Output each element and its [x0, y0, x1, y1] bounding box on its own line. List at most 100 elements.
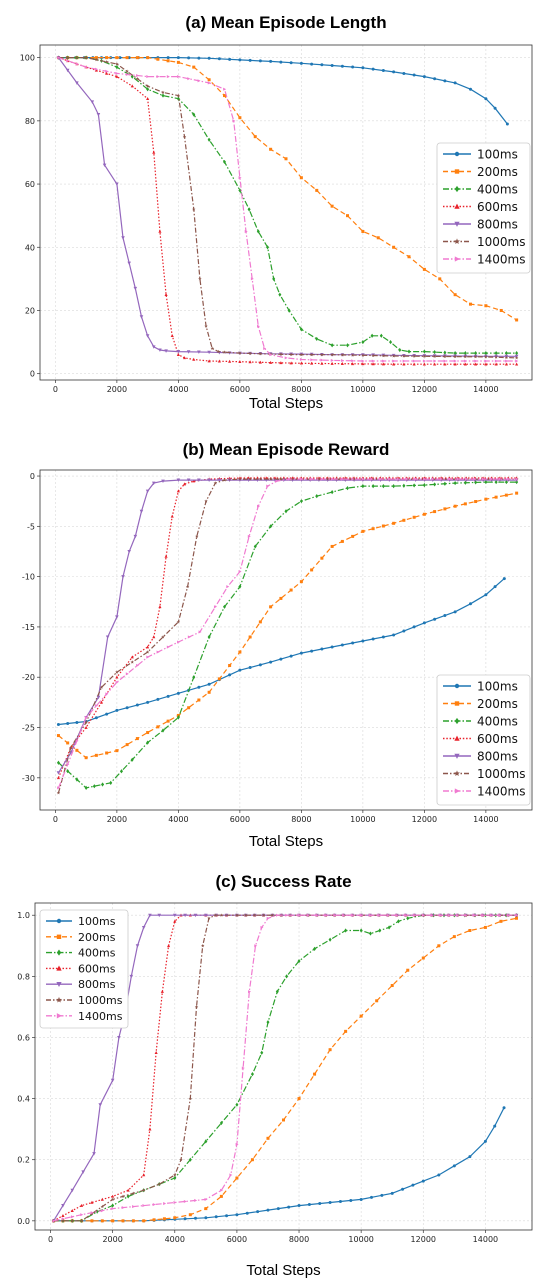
data-point-1400ms [156, 650, 160, 654]
data-point-1400ms [455, 913, 459, 917]
data-point-600ms [192, 357, 196, 361]
data-point-100ms [207, 682, 211, 686]
data-point-1400ms [498, 913, 502, 917]
data-point-200ms [515, 491, 519, 495]
data-point-1000ms [244, 913, 248, 917]
data-point-200ms [188, 1213, 192, 1217]
data-point-1400ms [423, 477, 427, 481]
x-tick-label: 8000 [291, 385, 311, 394]
data-point-100ms [421, 1179, 425, 1183]
data-point-100ms [412, 625, 416, 629]
data-point-1400ms [515, 359, 519, 363]
data-point-400ms [433, 349, 437, 355]
data-point-1400ms [266, 916, 270, 920]
data-point-600ms [148, 1127, 152, 1131]
data-point-200ms [269, 605, 273, 609]
data-point-400ms [370, 333, 374, 338]
x-tick-label: 4000 [168, 815, 188, 824]
data-point-100ms [422, 621, 426, 625]
data-point-800ms [207, 478, 211, 483]
data-point-200ms [192, 65, 196, 69]
legend-marker-800ms [56, 982, 62, 988]
data-point-200ms [468, 929, 472, 933]
data-point-1000ms [222, 478, 227, 482]
data-point-100ms [258, 663, 262, 667]
data-point-1400ms [370, 477, 374, 481]
data-point-1000ms [412, 354, 416, 358]
data-point-1400ms [505, 359, 509, 363]
data-point-1000ms [504, 355, 509, 360]
data-point-200ms [381, 524, 385, 528]
data-point-400ms [387, 925, 391, 930]
x-axis-label: Total Steps [246, 1262, 320, 1279]
data-point-1000ms [176, 93, 181, 98]
data-point-1400ms [447, 913, 451, 917]
data-point-600ms [310, 361, 314, 365]
data-point-600ms [167, 944, 171, 948]
data-point-1000ms [198, 277, 202, 281]
data-point-200ms [392, 521, 396, 525]
data-point-600ms [100, 1197, 104, 1201]
data-point-1000ms [213, 913, 217, 917]
data-point-1400ms [213, 605, 217, 609]
data-point-1400ms [260, 925, 264, 930]
series-1400ms [57, 477, 519, 790]
series-line-100ms [58, 57, 508, 125]
x-tick-label: 8000 [289, 1235, 309, 1244]
data-point-200ms [469, 302, 472, 306]
data-point-1400ms [481, 913, 485, 917]
data-point-1400ms [125, 672, 129, 676]
data-point-1000ms [371, 353, 375, 358]
data-point-400ms [260, 1050, 264, 1055]
data-point-200ms [504, 493, 508, 497]
data-point-400ms [515, 479, 519, 485]
y-tick-label: 0.0 [17, 1217, 30, 1226]
data-point-600ms [269, 360, 273, 364]
data-point-100ms [166, 56, 170, 60]
data-point-1000ms [279, 352, 283, 356]
data-point-200ms [515, 318, 519, 322]
data-point-400ms [284, 509, 288, 514]
data-point-100ms [371, 637, 375, 641]
data-point-1400ms [341, 359, 345, 363]
data-point-1400ms [198, 630, 202, 634]
data-point-400ms [474, 351, 478, 356]
data-point-1000ms [185, 584, 190, 589]
data-point-200ms [282, 1118, 285, 1122]
x-tick-label: 14000 [473, 1235, 498, 1244]
data-point-1400ms [464, 913, 468, 917]
data-point-800ms [172, 913, 177, 918]
data-point-600ms [422, 362, 426, 366]
data-point-600ms [504, 362, 508, 366]
data-point-800ms [121, 575, 125, 579]
data-point-100ms [238, 58, 242, 62]
data-point-600ms [176, 353, 180, 357]
data-point-1000ms [75, 55, 79, 60]
legend-label-1400ms: 1400ms [78, 1010, 123, 1023]
data-point-800ms [148, 913, 152, 918]
data-point-1400ms [223, 87, 227, 91]
data-point-100ms [197, 685, 201, 689]
legend-marker-1000ms [454, 770, 460, 776]
data-point-1000ms [99, 685, 104, 689]
data-point-1400ms [330, 477, 334, 481]
data-point-1400ms [484, 359, 488, 363]
data-point-400ms [269, 524, 273, 529]
data-point-600ms [176, 489, 180, 493]
data-point-1400ms [84, 715, 88, 720]
data-point-1400ms [285, 913, 289, 917]
data-point-800ms [96, 695, 101, 700]
data-point-600ms [381, 362, 385, 366]
data-point-200ms [75, 748, 79, 752]
data-point-100ms [318, 1202, 322, 1206]
legend-marker-1400ms [56, 1013, 62, 1019]
data-point-200ms [56, 734, 60, 738]
legend-label-100ms: 100ms [477, 147, 518, 161]
legend-marker-600ms [56, 965, 62, 971]
data-point-100ms [156, 697, 160, 701]
data-point-400ms [130, 757, 134, 762]
chart-panel-1: (a) Mean Episode Length 0 2000 4000 6000 8000… [20, 13, 533, 412]
data-point-800ms [151, 481, 156, 486]
data-point-100ms [453, 81, 457, 85]
